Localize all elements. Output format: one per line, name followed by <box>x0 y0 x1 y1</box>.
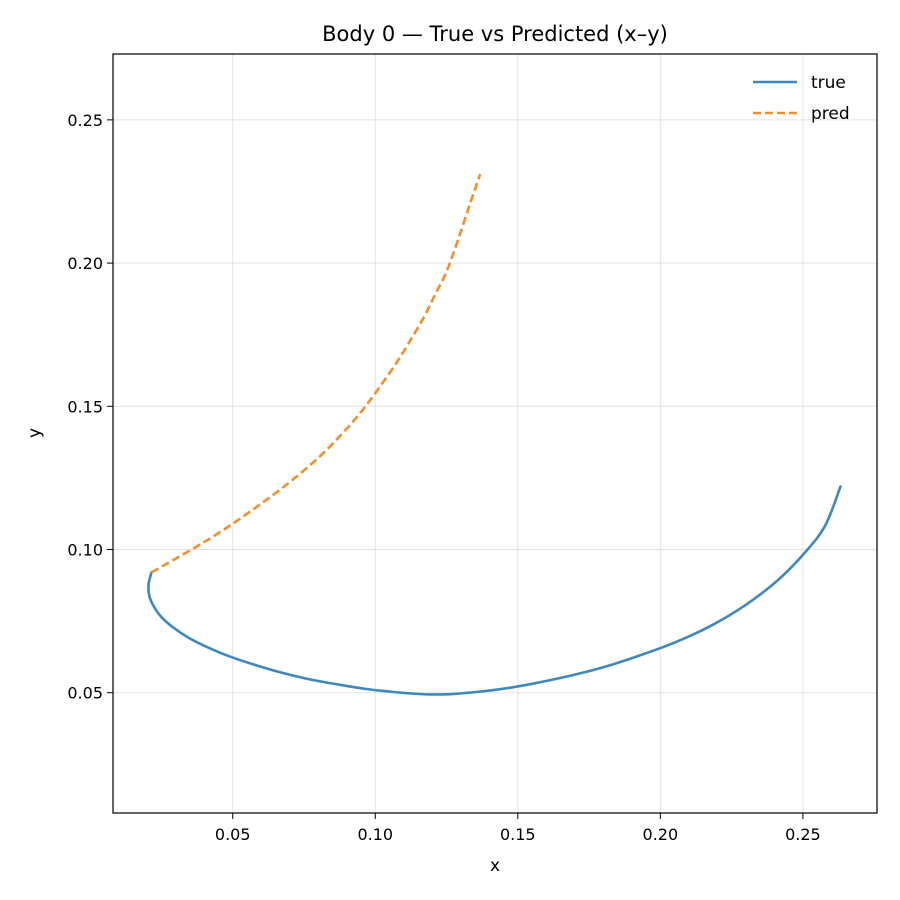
grid-lines <box>113 54 877 813</box>
x-axis-label: x <box>490 856 500 876</box>
y-tick-label: 0.20 <box>67 254 103 273</box>
series-line-pred <box>150 173 482 574</box>
y-axis-label: y <box>25 428 45 438</box>
y-tick-label: 0.15 <box>67 397 103 416</box>
series-line-true <box>147 485 842 696</box>
y-tick-label: 0.05 <box>67 684 103 703</box>
x-tick-label: 0.15 <box>500 825 536 844</box>
chart-title: Body 0 — True vs Predicted (x–y) <box>322 22 668 46</box>
legend-label-pred: pred <box>811 104 850 124</box>
legend-label-true: true <box>811 73 846 93</box>
y-ticks: 0.05 0.10 0.15 0.20 0.25 <box>67 111 113 703</box>
y-tick-label: 0.25 <box>67 111 103 130</box>
series-lines <box>147 173 842 696</box>
plot-frame <box>112 53 878 814</box>
x-tick-label: 0.25 <box>785 825 821 844</box>
x-tick-label: 0.20 <box>643 825 679 844</box>
y-tick-label: 0.10 <box>67 540 103 559</box>
x-tick-label: 0.05 <box>215 825 251 844</box>
legend: true pred <box>753 73 850 124</box>
plot-background <box>113 54 877 813</box>
x-tick-label: 0.10 <box>357 825 393 844</box>
x-ticks: 0.05 0.10 0.15 0.20 0.25 <box>215 813 821 844</box>
